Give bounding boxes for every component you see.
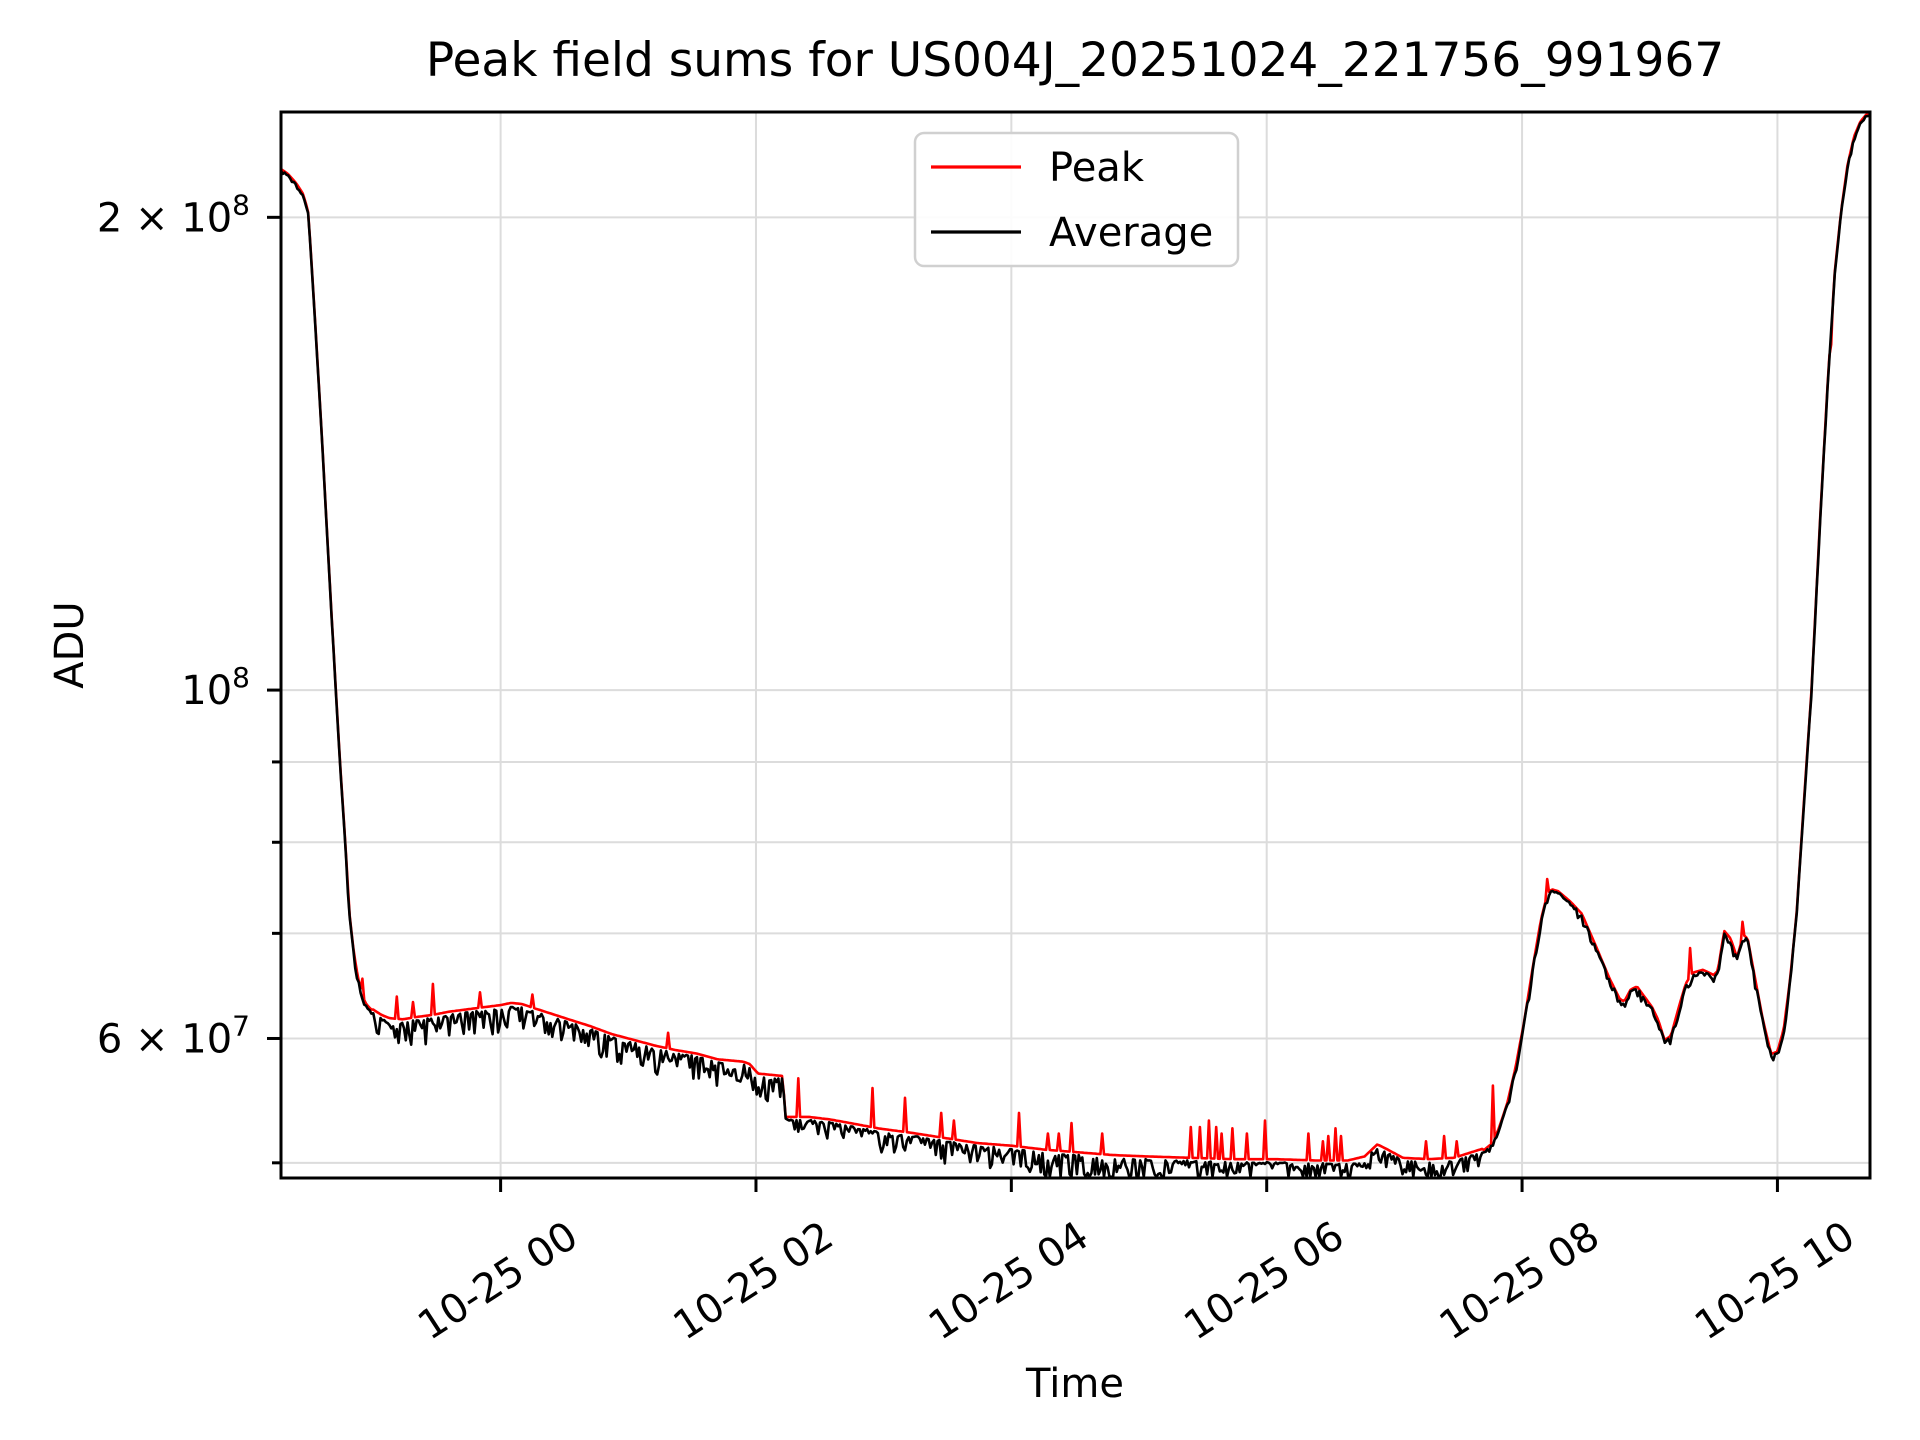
average-series-line [281,114,1870,1178]
x-tick-label: 10-25 02 [666,1213,842,1350]
x-tick-label: 10-25 04 [921,1213,1097,1350]
axis-ticks: 10-25 00 10-25 02 10-25 04 10-25 06 10-25 08… [97,188,1863,1349]
y-axis-label: ADU [47,601,93,688]
x-tick-label: 10-25 10 [1687,1213,1863,1350]
y-tick-label: 2 × 108 [97,188,250,241]
plot-border [279,110,1872,1180]
x-axis-label: Time [1025,1361,1124,1407]
y-tick-label: 108 [181,661,250,714]
legend-average-label: Average [1049,210,1213,256]
x-tick-label: 10-25 08 [1432,1213,1608,1350]
legend: Peak Average [913,131,1240,268]
x-tick-label: 10-25 06 [1176,1213,1352,1350]
y-tick-label: 6 × 107 [97,1009,250,1062]
peak-series-line [281,112,1870,1162]
legend-peak-label: Peak [1049,145,1145,191]
chart-title: Peak field sums for US004J_20251024_2217… [426,33,1724,88]
data-curves [281,112,1870,1178]
x-tick-label: 10-25 00 [410,1213,586,1350]
